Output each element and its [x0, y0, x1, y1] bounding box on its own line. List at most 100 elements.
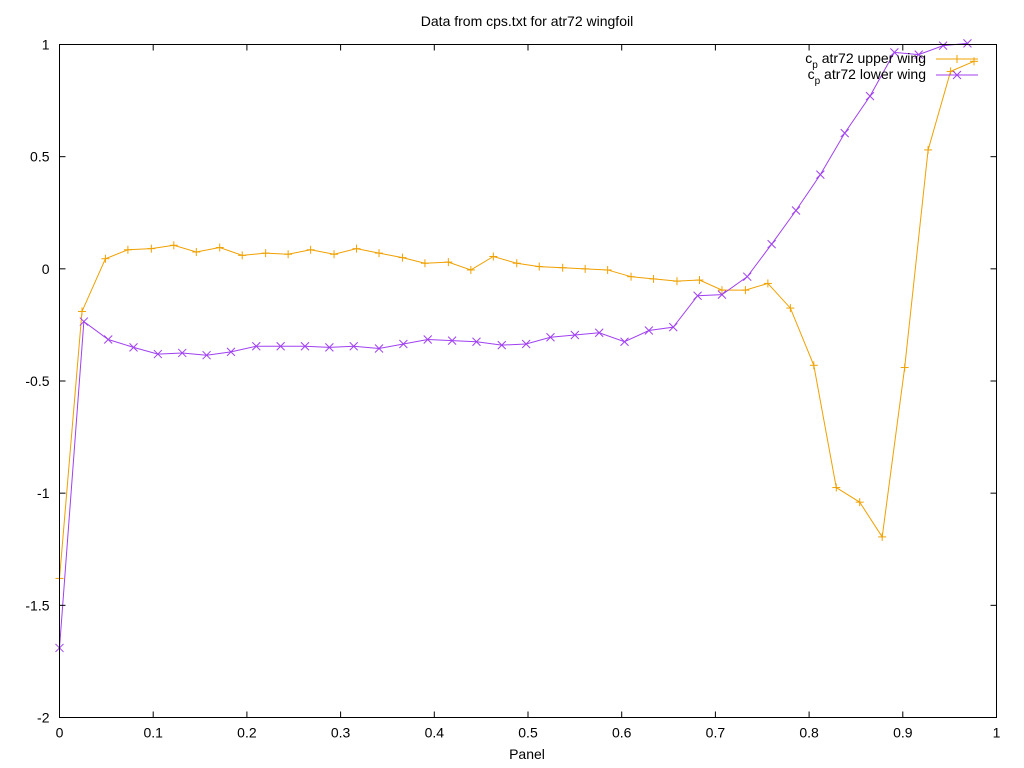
data-point-cross-b: [423, 335, 433, 344]
data-point: [717, 290, 727, 299]
data-point: [251, 341, 261, 351]
data-point: [924, 145, 933, 154]
data-point: [444, 258, 453, 267]
data-point-cross-b: [546, 332, 555, 342]
y-tick-label: 0: [42, 261, 50, 277]
data-point: [546, 332, 555, 342]
data-point: [620, 337, 629, 347]
data-point: [398, 253, 407, 262]
data-point: [261, 249, 270, 258]
data-point: [399, 339, 408, 349]
data-point: [865, 91, 875, 101]
data-point: [594, 328, 604, 338]
data-point-cross-b: [952, 70, 962, 80]
data-point-cross-b: [103, 335, 113, 344]
x-tick-label: 0.6: [612, 725, 632, 741]
data-point: [238, 251, 247, 260]
data-point-cross-b: [300, 341, 310, 351]
data-point-cross-b: [815, 170, 825, 179]
data-point: [349, 341, 359, 351]
data-point-cross-b: [693, 291, 702, 301]
series-line: [59, 42, 968, 648]
data-point: [169, 241, 178, 250]
y-tick-label: 1: [42, 37, 50, 53]
data-point: [763, 279, 772, 288]
data-point-cross-b: [620, 337, 629, 347]
data-point: [325, 342, 334, 352]
data-point: [103, 335, 113, 344]
data-point: [330, 250, 339, 259]
data-point: [914, 50, 924, 59]
x-tick-label: 0.1: [143, 725, 163, 741]
data-point-cross-b: [374, 344, 384, 353]
x-tick-label: 0.7: [706, 725, 726, 741]
data-point: [855, 498, 864, 507]
y-tick-label: -2: [37, 710, 50, 726]
data-point: [276, 341, 285, 351]
data-point: [786, 304, 795, 313]
legend-label-sub: p: [815, 76, 821, 87]
data-point: [192, 248, 201, 257]
data-point: [512, 259, 521, 268]
data-point: [129, 342, 138, 352]
y-tick-label: 0.5: [30, 149, 50, 165]
x-tick-label: 0.5: [518, 725, 538, 741]
axis-ticks: 0 0.1 0.2 0.3 0.4 0.5 0.6 0.7 0.8 0.9 1 1 0.5 0 -0.5 -1…: [25, 37, 1000, 741]
data-point-cross-b: [767, 239, 776, 249]
data-point-cross-b: [276, 341, 285, 351]
plot-frame: [59, 44, 997, 718]
legend-item: cp atr72 lower wing: [808, 66, 978, 87]
data-point-cross-b: [399, 339, 408, 349]
data-point: [840, 128, 850, 138]
data-point-cross-b: [472, 337, 481, 347]
data-point-cross-b: [890, 47, 899, 57]
data-point: [352, 244, 361, 253]
data-point: [466, 265, 475, 274]
data-point: [644, 326, 654, 335]
data-point-cross-b: [202, 350, 211, 360]
legend-label-rest: atr72 upper wing: [818, 50, 926, 66]
data-point: [627, 272, 636, 281]
x-tick-label: 0.2: [237, 725, 257, 741]
data-point-cross-b: [497, 340, 507, 350]
data-point: [375, 249, 384, 258]
data-point-cross-b: [717, 290, 727, 299]
data-point-cross-b: [570, 330, 580, 340]
x-tick-label: 1: [993, 725, 1001, 741]
x-tick-label: 0.4: [425, 725, 445, 741]
data-point-cross-b: [79, 317, 89, 326]
data-point-cross-b: [644, 326, 654, 335]
data-point-cross-b: [521, 339, 531, 349]
data-point: [742, 272, 752, 282]
data-point-cross-b: [791, 206, 801, 215]
data-point: [900, 363, 909, 372]
data-point: [832, 483, 841, 492]
legend-label-main: c: [805, 50, 812, 66]
y-tick-label: -1: [37, 485, 50, 501]
data-point: [306, 245, 315, 254]
data-point: [693, 291, 702, 301]
data-point: [581, 264, 590, 273]
data-point: [77, 307, 86, 316]
data-point: [153, 349, 163, 359]
data-point: [963, 39, 972, 48]
data-point-cross-b: [742, 272, 752, 282]
data-point: [177, 348, 187, 358]
data-point: [695, 276, 704, 285]
data-point: [497, 340, 507, 350]
data-point: [603, 265, 612, 274]
data-point-cross-b: [938, 41, 948, 50]
data-point: [938, 41, 948, 50]
data-point: [101, 254, 110, 263]
y-tick-label: -1.5: [25, 597, 49, 613]
data-point: [672, 277, 681, 286]
data-point: [79, 317, 89, 326]
data-point: [767, 239, 776, 249]
data-point: [791, 206, 801, 215]
data-point: [890, 47, 899, 57]
plot-area: [55, 39, 979, 653]
chart-title: Data from cps.txt for atr72 wingfoil: [421, 13, 633, 29]
data-point: [570, 330, 580, 340]
